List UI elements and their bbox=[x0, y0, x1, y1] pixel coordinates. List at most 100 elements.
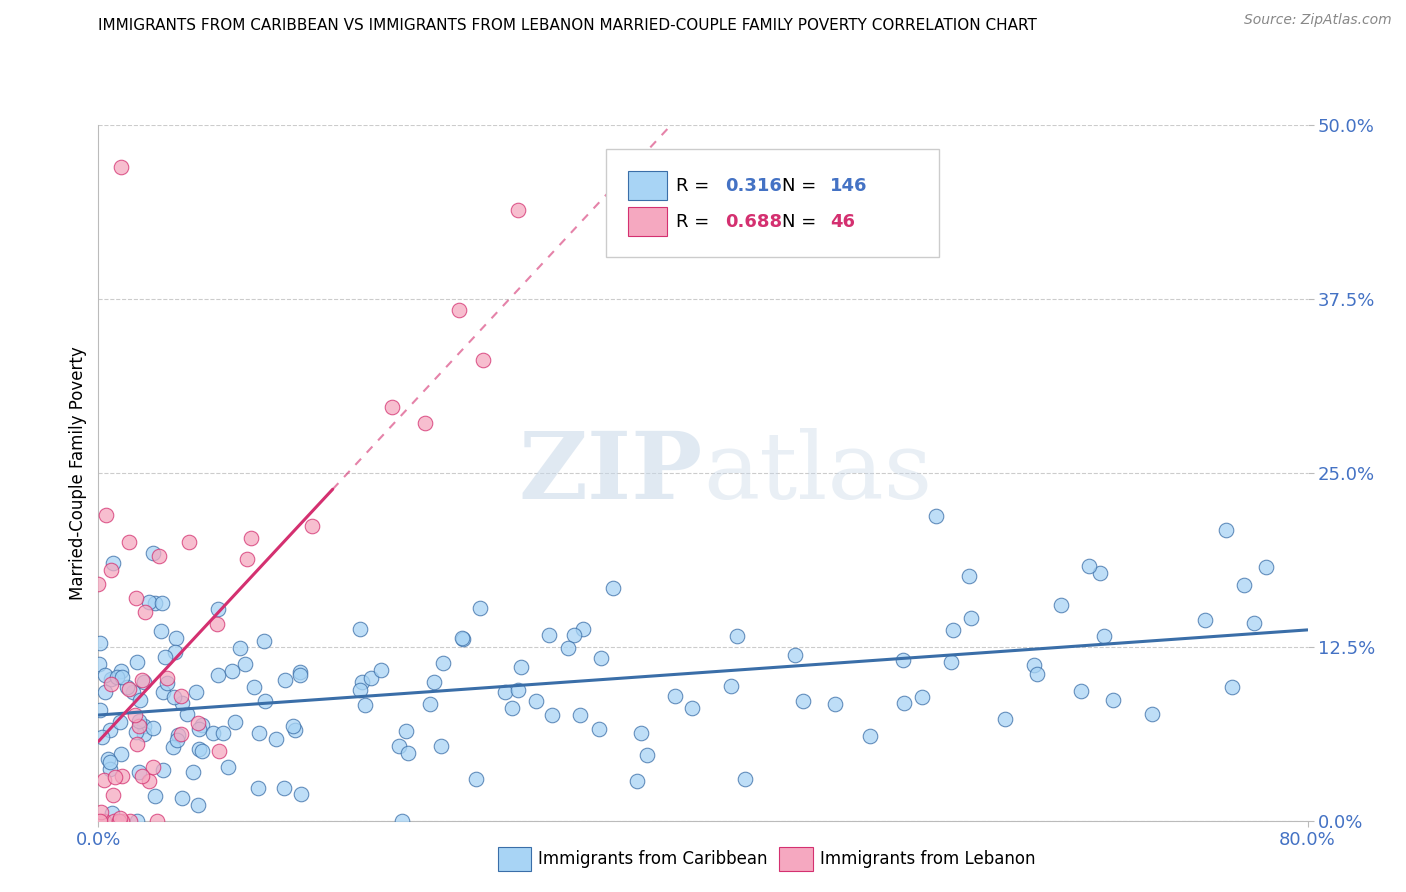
Point bbox=[224, 714, 246, 729]
Point bbox=[108, 814, 131, 828]
Point bbox=[239, 531, 262, 545]
Point bbox=[101, 805, 124, 820]
Point bbox=[664, 689, 686, 703]
Point bbox=[131, 769, 153, 783]
Point bbox=[155, 671, 177, 685]
Point bbox=[290, 787, 312, 801]
Point bbox=[208, 744, 231, 758]
Point bbox=[170, 697, 193, 711]
Point bbox=[1050, 598, 1073, 612]
Point bbox=[166, 732, 188, 747]
Point bbox=[381, 401, 404, 415]
Point bbox=[391, 814, 413, 828]
Point bbox=[396, 747, 419, 761]
Point bbox=[100, 677, 122, 691]
Point bbox=[236, 552, 259, 566]
Text: 0.316: 0.316 bbox=[724, 178, 782, 195]
Point bbox=[540, 707, 562, 722]
Point bbox=[152, 763, 174, 777]
Point bbox=[146, 814, 169, 828]
Point bbox=[104, 770, 127, 784]
Point bbox=[207, 601, 229, 615]
Point bbox=[162, 740, 184, 755]
Point bbox=[274, 673, 297, 688]
Point bbox=[177, 535, 201, 549]
Point bbox=[122, 685, 145, 699]
Point bbox=[449, 303, 471, 318]
Point bbox=[191, 744, 214, 758]
Point bbox=[94, 685, 117, 699]
Point bbox=[138, 595, 160, 609]
Point bbox=[451, 632, 474, 646]
Point bbox=[785, 648, 807, 663]
Point bbox=[211, 726, 233, 740]
Point bbox=[93, 773, 115, 788]
Point bbox=[184, 685, 207, 699]
Point bbox=[734, 772, 756, 786]
Point bbox=[170, 791, 193, 805]
Point bbox=[105, 670, 128, 684]
Point bbox=[108, 715, 131, 730]
Point bbox=[124, 708, 146, 723]
Point bbox=[290, 667, 312, 681]
Point bbox=[142, 546, 165, 560]
Point bbox=[636, 747, 658, 762]
Point bbox=[432, 656, 454, 670]
Point bbox=[253, 634, 276, 648]
Point bbox=[98, 723, 121, 737]
Point bbox=[110, 665, 132, 679]
Text: Immigrants from Caribbean: Immigrants from Caribbean bbox=[538, 850, 768, 868]
Point bbox=[893, 696, 915, 710]
Point bbox=[468, 601, 491, 615]
Point bbox=[87, 577, 110, 591]
Point bbox=[181, 764, 204, 779]
Point bbox=[94, 508, 117, 522]
Point bbox=[124, 725, 146, 739]
Point bbox=[165, 631, 187, 645]
Point bbox=[925, 508, 948, 523]
Point bbox=[98, 755, 121, 769]
Text: 146: 146 bbox=[830, 178, 868, 195]
Text: 0.688: 0.688 bbox=[724, 213, 782, 231]
Point bbox=[264, 731, 287, 746]
Point bbox=[125, 737, 148, 751]
Y-axis label: Married-Couple Family Poverty: Married-Couple Family Poverty bbox=[69, 346, 87, 599]
Text: 46: 46 bbox=[830, 213, 855, 231]
FancyBboxPatch shape bbox=[606, 149, 939, 257]
Point bbox=[111, 769, 134, 783]
Point bbox=[134, 674, 156, 689]
FancyBboxPatch shape bbox=[628, 170, 666, 200]
Point bbox=[602, 581, 624, 595]
Point bbox=[166, 728, 188, 742]
Point bbox=[229, 641, 252, 656]
Point bbox=[143, 596, 166, 610]
Point bbox=[176, 706, 198, 721]
Point bbox=[110, 747, 132, 761]
Text: N =: N = bbox=[782, 178, 821, 195]
Point bbox=[349, 682, 371, 697]
Point bbox=[1194, 613, 1216, 627]
Point bbox=[1243, 615, 1265, 630]
Point bbox=[494, 685, 516, 699]
Point bbox=[681, 700, 703, 714]
Point bbox=[142, 760, 165, 774]
Point bbox=[451, 631, 474, 645]
Point bbox=[221, 664, 243, 678]
Point bbox=[1078, 558, 1101, 573]
Point bbox=[207, 667, 229, 681]
Point bbox=[131, 673, 153, 687]
Point bbox=[423, 674, 446, 689]
Point bbox=[205, 616, 228, 631]
Point bbox=[1092, 629, 1115, 643]
Point bbox=[138, 773, 160, 788]
Point bbox=[254, 694, 277, 708]
Point bbox=[89, 814, 111, 828]
Point bbox=[118, 682, 141, 697]
Point bbox=[571, 622, 593, 636]
Text: Source: ZipAtlas.com: Source: ZipAtlas.com bbox=[1244, 13, 1392, 28]
Text: IMMIGRANTS FROM CARIBBEAN VS IMMIGRANTS FROM LEBANON MARRIED-COUPLE FAMILY POVER: IMMIGRANTS FROM CARIBBEAN VS IMMIGRANTS … bbox=[98, 18, 1038, 33]
Point bbox=[163, 645, 186, 659]
Point bbox=[959, 611, 981, 625]
Point bbox=[501, 701, 523, 715]
Point bbox=[301, 519, 323, 533]
